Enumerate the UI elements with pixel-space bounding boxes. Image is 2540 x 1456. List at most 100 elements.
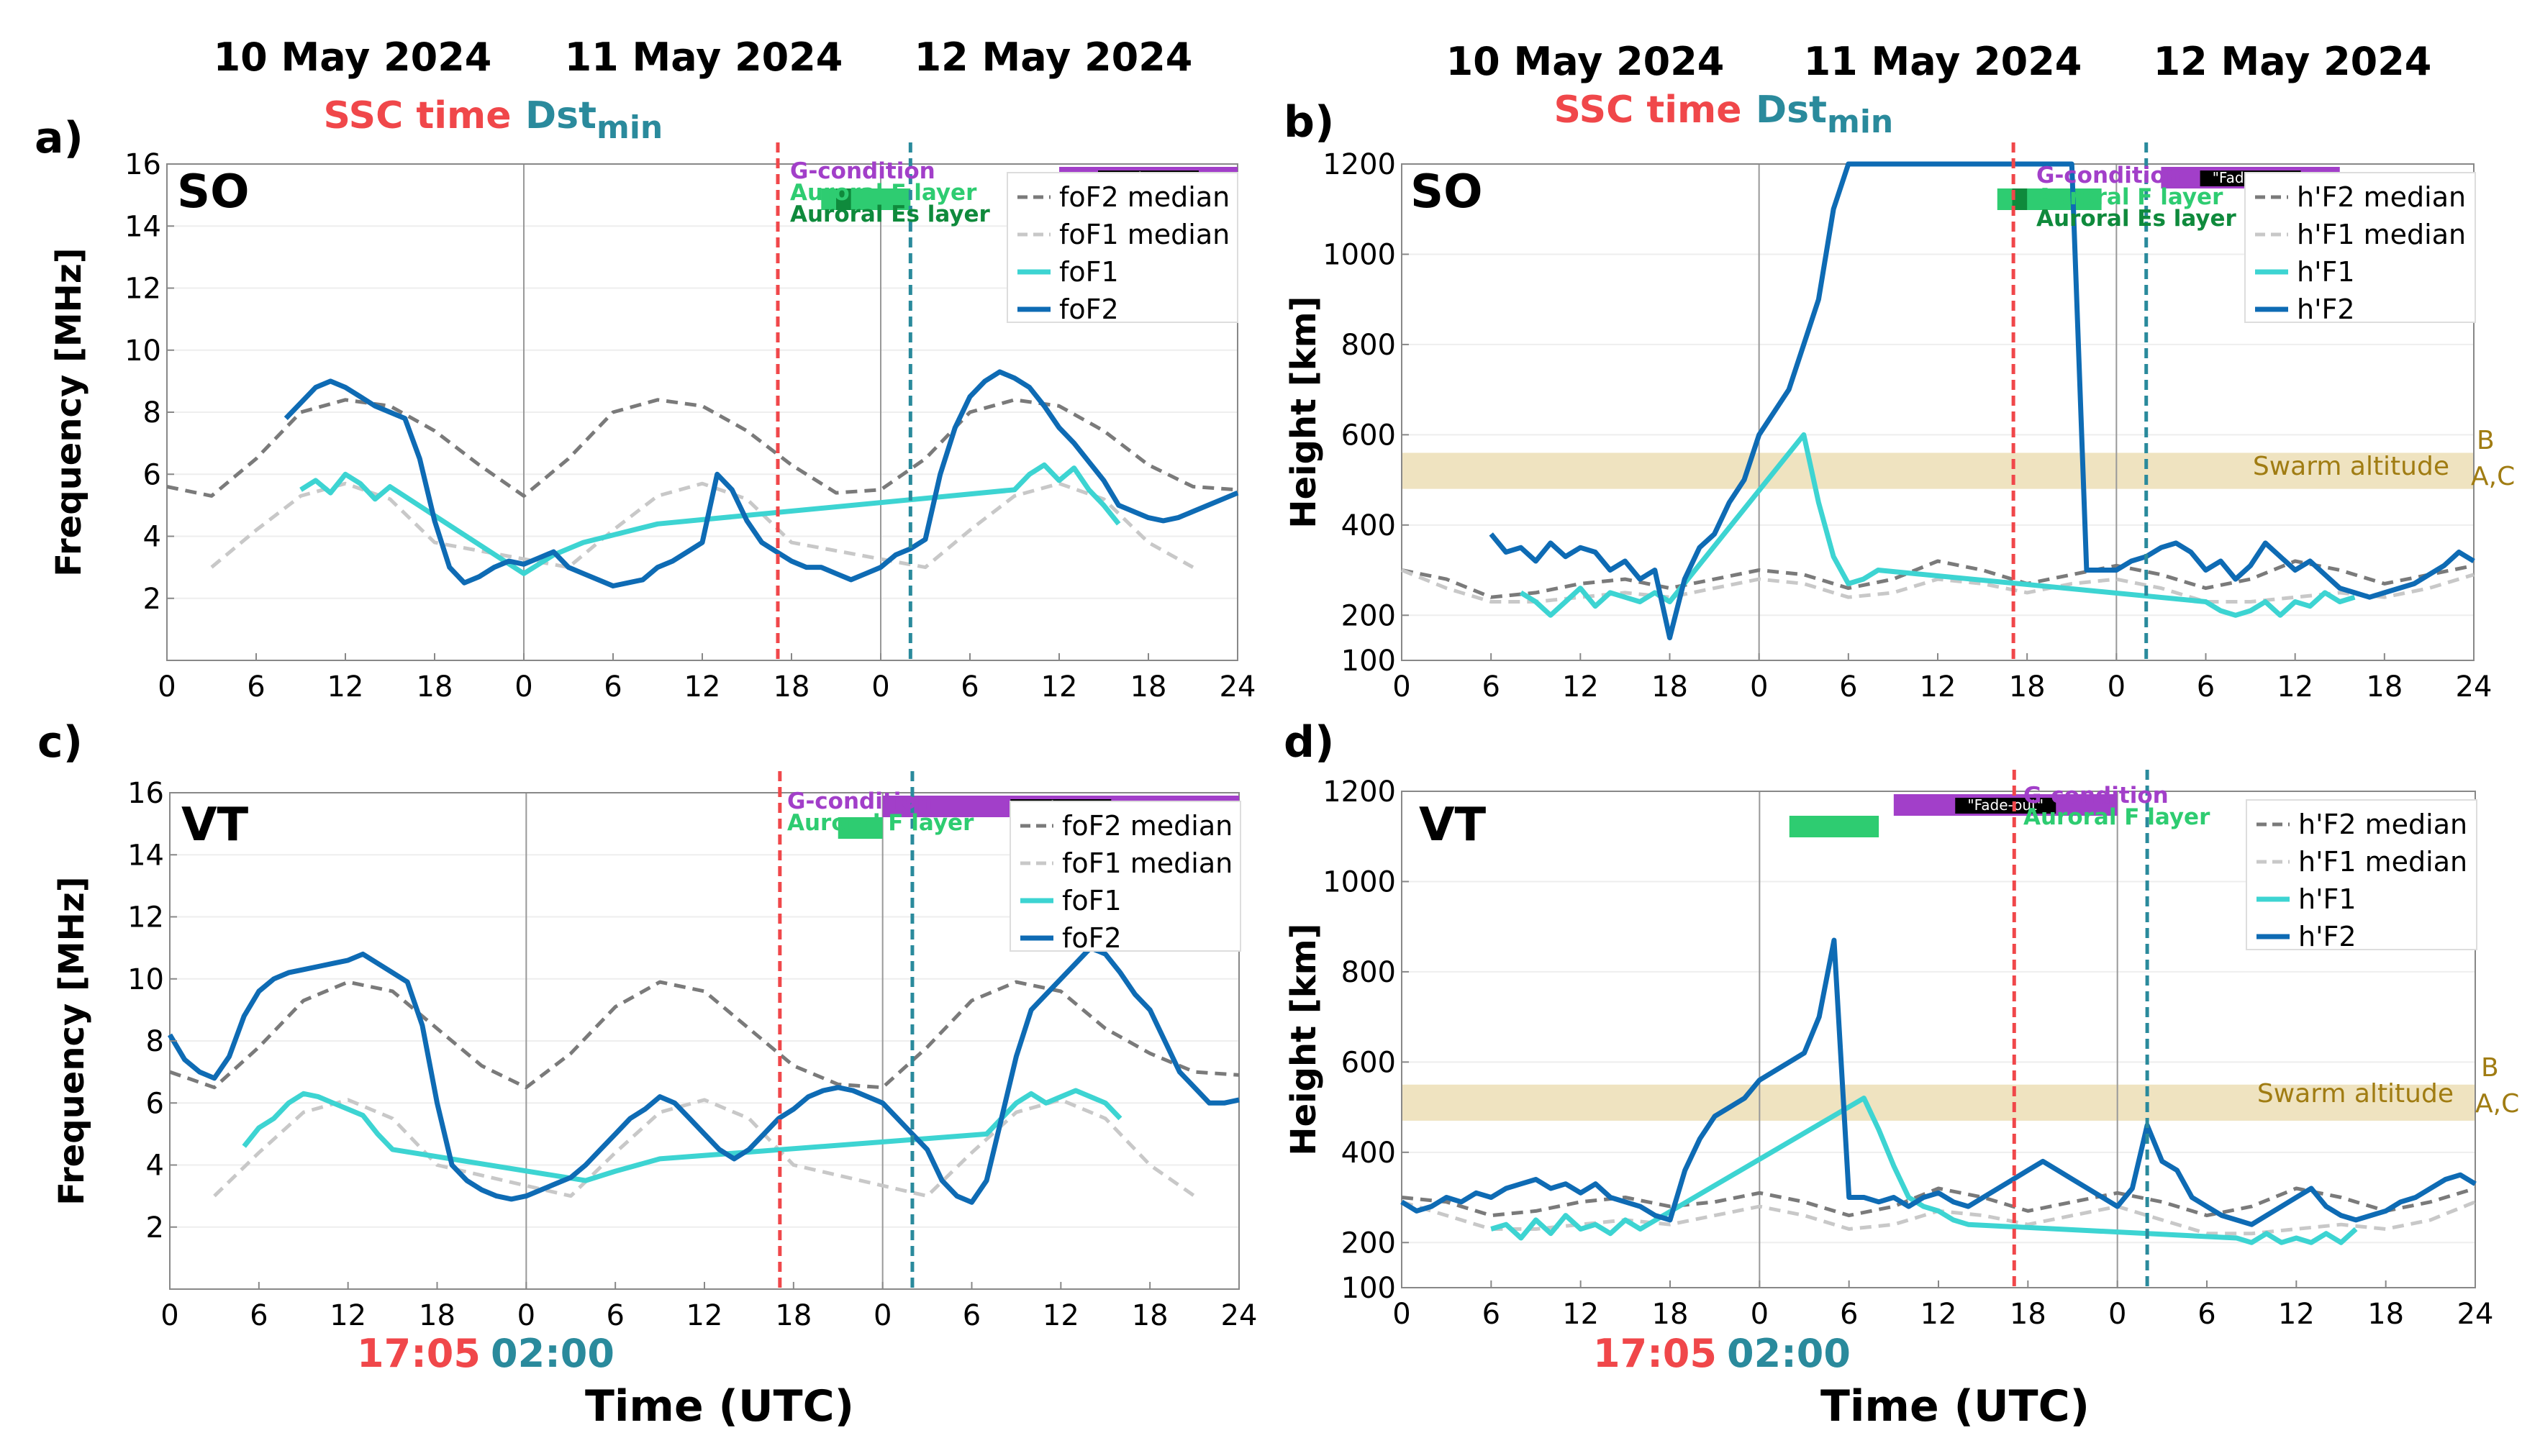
y-tick-label: 600 <box>1341 419 1396 452</box>
station-label: SO <box>1410 165 1483 219</box>
x-tick-label: 12 <box>684 670 721 704</box>
date-header-left-2: 11 May 2024 <box>565 35 843 80</box>
legend-entry: foF1 <box>1062 885 1122 916</box>
y-tick-label: 1000 <box>1323 238 1396 271</box>
series-fof1median <box>210 481 1194 570</box>
x-tick-label: 12 <box>330 1299 366 1332</box>
swarm-ac-label: A,C <box>2471 462 2515 491</box>
series-fof1 <box>299 462 1121 576</box>
y-tick-label: 12 <box>127 901 164 934</box>
series-fof2median <box>166 398 1238 498</box>
x-tick-label: 18 <box>774 670 810 704</box>
x-tick-label: 24 <box>1220 670 1256 704</box>
x-tick-label: 12 <box>2277 670 2313 704</box>
x-axis-label-left: Time (UTC) <box>585 1381 854 1432</box>
series-hf1 <box>1519 432 2356 618</box>
y-tick-label: 14 <box>124 210 161 243</box>
dst-label-left: Dstmin <box>525 94 663 146</box>
ssc-label-left: SSC time <box>324 94 512 137</box>
x-tick-label: 0 <box>514 670 532 704</box>
x-tick-label: 6 <box>2197 670 2215 704</box>
swarm-altitude-label: Swarm altitude <box>2253 452 2449 481</box>
x-tick-label: 18 <box>1130 670 1167 704</box>
series-hf2median <box>1401 559 2475 599</box>
x-tick-label: 12 <box>2278 1298 2315 1331</box>
legend-box <box>2244 172 2476 323</box>
series-fof1median <box>213 1098 1196 1198</box>
auroral-es-bar <box>2012 188 2028 210</box>
panel-label: d) <box>1284 717 1334 768</box>
legend-entry: foF2 median <box>1062 810 1233 842</box>
legend-entry: foF1 median <box>1059 219 1230 250</box>
panel-label: b) <box>1284 97 1334 147</box>
x-tick-label: 12 <box>1043 1299 1079 1332</box>
x-tick-label: 18 <box>419 1299 455 1332</box>
y-tick-label: 6 <box>146 1087 164 1120</box>
legend-entry: h'F1 median <box>2298 846 2467 878</box>
legend-box <box>1010 801 1241 952</box>
x-tick-label: 12 <box>1562 1298 1599 1331</box>
y-tick-label: 600 <box>1341 1046 1396 1079</box>
date-header-left-3: 12 May 2024 <box>915 35 1193 80</box>
y-tick-label: 800 <box>1341 956 1396 989</box>
y-tick-label: 100 <box>1341 1272 1396 1305</box>
swarm-altitude-label: Swarm altitude <box>2257 1079 2454 1109</box>
legend: h'F2 median h'F1 median h'F1 h'F2 <box>2244 172 2476 325</box>
legend: foF2 median foF1 median foF1 foF2 <box>1007 172 1238 325</box>
auroral-f-bar <box>1789 816 1879 837</box>
x-tick-label: 6 <box>1482 670 1500 704</box>
legend-entry: h'F2 median <box>2298 809 2467 840</box>
x-tick-label: 0 <box>874 1299 892 1332</box>
series-hf2median <box>1401 1186 2476 1218</box>
x-tick-label: 0 <box>517 1299 535 1332</box>
legend-entry: foF2 <box>1059 294 1119 325</box>
legend-entry: foF1 median <box>1062 847 1233 879</box>
y-tick-label: 6 <box>143 458 161 491</box>
date-header-right-3: 12 May 2024 <box>2154 39 2432 84</box>
fade-out-box <box>1955 798 2056 814</box>
x-tick-label: 24 <box>1221 1299 1258 1332</box>
swarm-band <box>1402 1084 2475 1121</box>
y-tick-label: 4 <box>143 521 161 554</box>
x-tick-label: 0 <box>160 1299 178 1332</box>
auroral-f-label: Auroral F layer <box>787 810 974 836</box>
x-tick-label: 0 <box>158 670 176 704</box>
series-fof1 <box>242 1088 1122 1183</box>
x-tick-label: 12 <box>1041 670 1078 704</box>
legend-box <box>2246 799 2477 950</box>
date-header-right-2: 11 May 2024 <box>1804 39 2082 84</box>
panel-4: "Fade-out" 100 200 400 600 800 1000 1200 0 6 12 18 0… <box>1284 717 2519 1331</box>
x-tick-label: 0 <box>871 670 889 704</box>
x-tick-label: 6 <box>1839 670 1857 704</box>
fade-out-label: "Fade-out" <box>1967 796 2044 814</box>
g-condition-label: G-condition <box>2023 783 2169 809</box>
series-fof2 <box>284 369 1239 588</box>
x-tick-label: 0 <box>1392 1298 1410 1331</box>
x-tick-label: 6 <box>604 670 622 704</box>
x-tick-label: 12 <box>1920 1298 1957 1331</box>
legend-entry: foF2 <box>1062 922 1122 954</box>
x-tick-label: 6 <box>1482 1298 1500 1331</box>
auroral-f-label: Auroral F layer <box>2023 804 2210 830</box>
swarm-b-label: B <box>2477 426 2495 455</box>
series-hf1 <box>1490 1096 2358 1245</box>
swarm-ac-label: A,C <box>2475 1089 2519 1119</box>
panel-2: "Fade-out"100200400600800100012000612180… <box>1284 97 2515 704</box>
x-tick-label: 6 <box>250 1299 268 1332</box>
y-tick-label: 400 <box>1341 1137 1396 1170</box>
y-tick-label: 16 <box>127 777 164 810</box>
x-tick-label: 0 <box>1751 1298 1769 1331</box>
panel-label: c) <box>37 717 83 768</box>
x-tick-label: 18 <box>1652 1298 1689 1331</box>
auroral-f-label: Auroral F layer <box>790 180 977 206</box>
x-tick-label: 6 <box>2197 1298 2215 1331</box>
y-tick-label: 1200 <box>1323 775 1396 809</box>
x-tick-label: 12 <box>327 670 364 704</box>
panel-label: a) <box>35 113 83 163</box>
ssc-time-label-right: 17:05 <box>1593 1331 1717 1376</box>
x-tick-label: 6 <box>247 670 265 704</box>
x-tick-label: 6 <box>961 670 979 704</box>
dst-label-right: Dstmin <box>1756 88 1893 140</box>
x-tick-label: 0 <box>2108 670 2126 704</box>
